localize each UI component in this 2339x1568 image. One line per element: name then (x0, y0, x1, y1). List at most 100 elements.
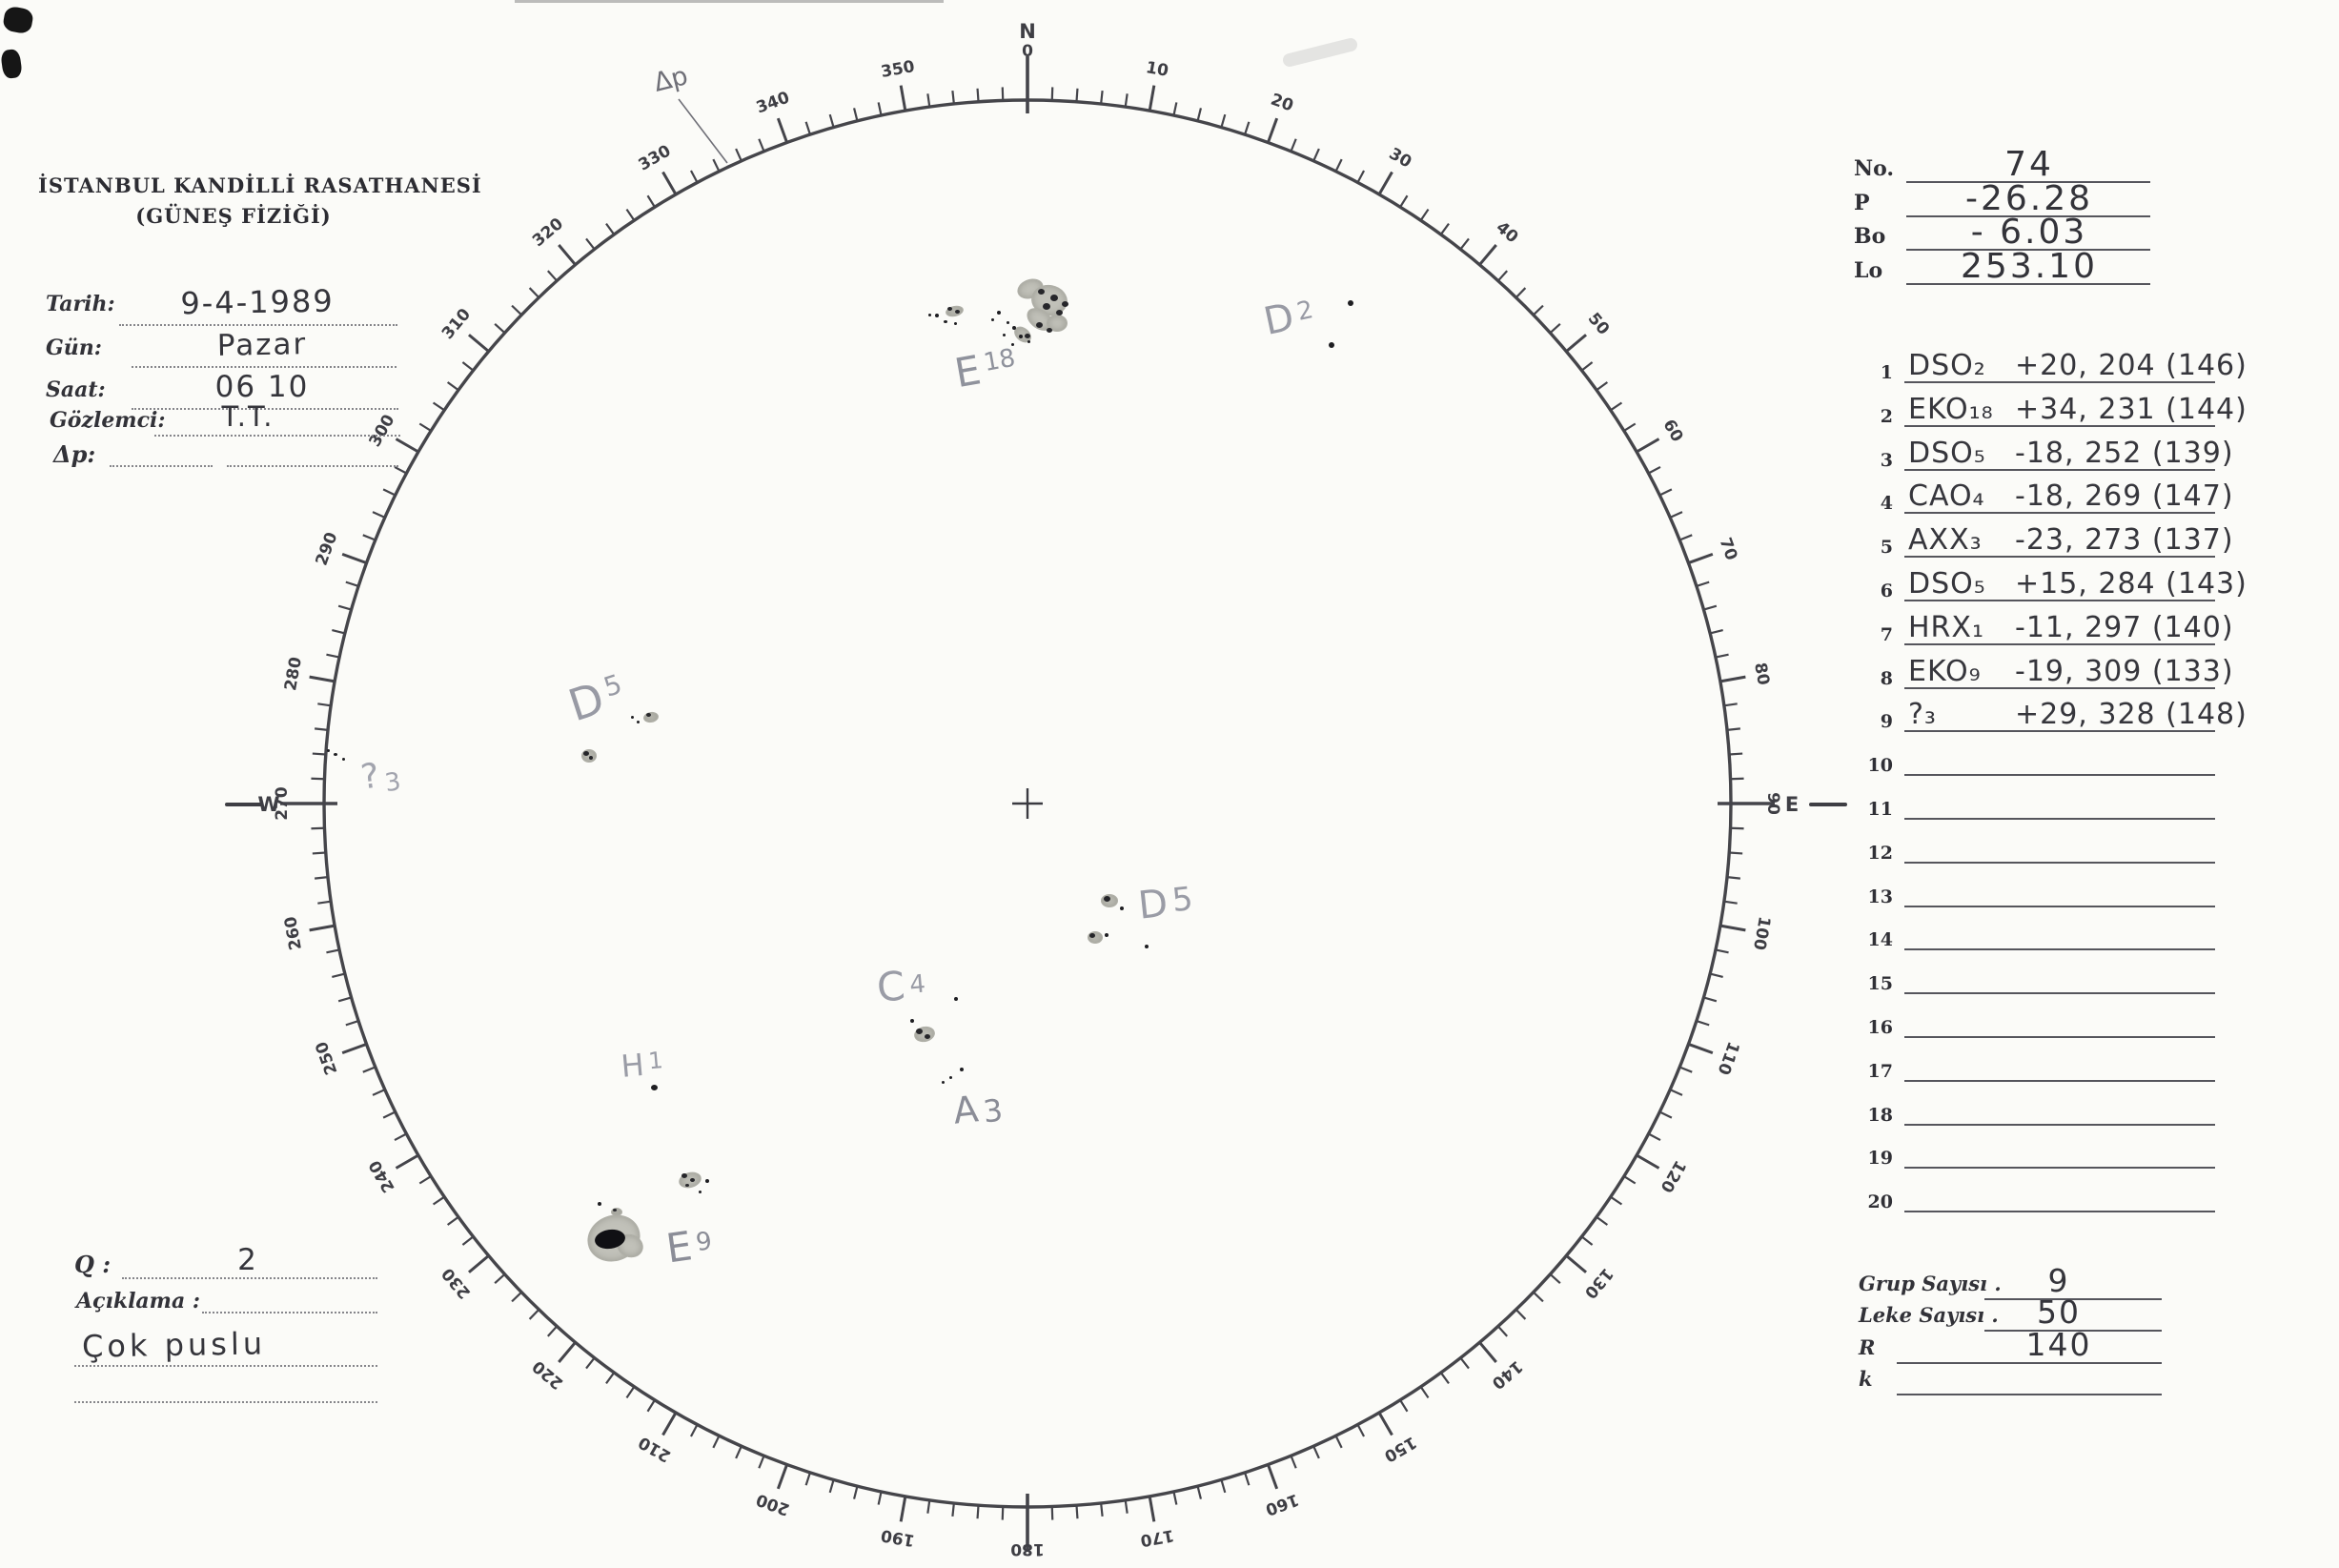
totals-underline-0 (1984, 1298, 2162, 1300)
disk-tick (1439, 222, 1450, 235)
disk-tick (345, 1020, 359, 1027)
sunspot-dot (1105, 933, 1108, 937)
group-entry-values: +20, 204 (146) (2015, 349, 2247, 382)
row-number: 2 (1880, 405, 1893, 427)
totals-label-1: Leke Sayısı . (1859, 1303, 1999, 1328)
disk-tick (877, 1491, 883, 1505)
sunspot-dot (636, 720, 640, 723)
disk-tick (1196, 1485, 1202, 1499)
row-number: 16 (1867, 1017, 1893, 1038)
ephemeris-underline (1906, 249, 2150, 251)
group-list-row-20: 20 (1859, 1172, 2240, 1216)
group-list-row-19: 19 (1859, 1129, 2240, 1172)
group-label-number: 5 (1170, 879, 1195, 921)
sunspot-dot (705, 1179, 709, 1183)
row-number: 4 (1880, 493, 1893, 515)
disk-tick (1290, 138, 1297, 153)
row-number: 3 (1880, 449, 1893, 471)
group-list-row-8: 8 EKO₉ -19, 309 (133) (1859, 649, 2240, 693)
disk-tick (312, 752, 326, 756)
group-entry-name: EKO₉ (1908, 654, 1982, 688)
group-list-row-4: 4 CAO₄ -18, 269 (147) (1859, 474, 2240, 518)
disk-tick (625, 1386, 636, 1399)
group-entry-name: DSO₅ (1908, 567, 1986, 601)
sunspot-uma (645, 713, 651, 717)
group-entry-name: CAO₄ (1908, 479, 1985, 514)
disk-tick (1124, 93, 1129, 108)
group-entry-values: -11, 297 (140) (2015, 610, 2234, 644)
disk-tick (395, 438, 419, 454)
disk-tick (1399, 194, 1409, 208)
disk-tick (1196, 108, 1202, 122)
time-label: Saat: (46, 377, 106, 402)
disk-tick (1419, 1386, 1430, 1399)
disk-tick (468, 1254, 490, 1273)
disk-tick (394, 465, 407, 475)
sunspot-uma (1055, 310, 1063, 316)
disk-tick (712, 158, 721, 173)
ephemeris-value-No: 74 (2004, 145, 2054, 184)
disk-tick (317, 900, 332, 905)
row-number: 20 (1867, 1191, 1893, 1213)
disk-tick (976, 1505, 980, 1519)
row-underline (1904, 948, 2215, 951)
disk-tick (341, 1043, 368, 1055)
group-entry: AXX₃ -23, 273 (137) (1908, 523, 2234, 557)
cardinal-west: W (257, 793, 280, 816)
disk-tick (341, 552, 368, 564)
disk-tick (804, 1472, 811, 1486)
disk-tick (446, 381, 459, 392)
group-list-row-10: 10 (1859, 736, 2240, 780)
totals-underline-2 (1897, 1361, 2162, 1364)
group-list-row-15: 15 (1859, 954, 2240, 998)
disk-tick (558, 1341, 577, 1363)
group-label-number: 1 (647, 1047, 664, 1075)
disk-tick (1658, 1110, 1673, 1119)
disk-tick (951, 91, 955, 105)
disk-tick (1478, 244, 1497, 266)
disk-tick (382, 1110, 397, 1119)
group-label-C4: C4 (875, 961, 927, 1010)
sunspot-dot (334, 752, 337, 756)
delta-p-underline-2 (227, 465, 398, 467)
disk-tick (326, 653, 340, 659)
sunspot-uma (1103, 896, 1110, 902)
group-label-number: 18 (981, 343, 1018, 378)
row-underline (1904, 1079, 2215, 1082)
sunspot-dot (1012, 326, 1016, 330)
sunspot-uma (1089, 932, 1095, 938)
disk-tick (1419, 208, 1430, 221)
group-entry-values: -23, 273 (137) (2015, 523, 2234, 558)
group-entry-values: +34, 231 (144) (2015, 392, 2247, 426)
disk-tick (332, 972, 346, 978)
scan-artifact (515, 0, 944, 3)
remarks-value: Çok puslu (81, 1325, 267, 1365)
group-label-number: 3 (981, 1091, 1005, 1130)
disk-tick (312, 851, 326, 855)
disk-tick (853, 108, 859, 122)
disk-tick (1075, 88, 1079, 102)
disk-tick (1148, 1496, 1156, 1522)
sunspot-dot (927, 313, 931, 316)
disk-tick (511, 304, 522, 316)
group-list-row-17: 17 (1859, 1042, 2240, 1086)
disk-tick (776, 1463, 788, 1490)
disk-tick (446, 1215, 459, 1226)
group-list-row-11: 11 (1859, 780, 2240, 824)
disk-tick (345, 580, 359, 587)
remarks-label: Açıklama : (76, 1289, 200, 1313)
degree-label-180: 180 (1010, 1539, 1045, 1558)
group-label-letter: H (620, 1046, 646, 1085)
ephemeris-value-Lo: 253.10 (1961, 246, 2098, 286)
disk-tick (494, 322, 506, 334)
group-entry: ?₃ +29, 328 (148) (1908, 698, 2247, 731)
row-underline (1904, 730, 2215, 733)
disk-tick (1596, 1215, 1609, 1226)
west-equator-dash (225, 803, 263, 806)
disk-tick (1515, 287, 1527, 298)
sunspot-uma (954, 310, 960, 314)
group-entry-values: -18, 252 (139) (2015, 436, 2234, 470)
observatory-subtitle: (GÜNEŞ FİZİĞİ) (135, 204, 332, 228)
row-number: 6 (1880, 580, 1893, 601)
sunspot-dot (1027, 339, 1030, 343)
